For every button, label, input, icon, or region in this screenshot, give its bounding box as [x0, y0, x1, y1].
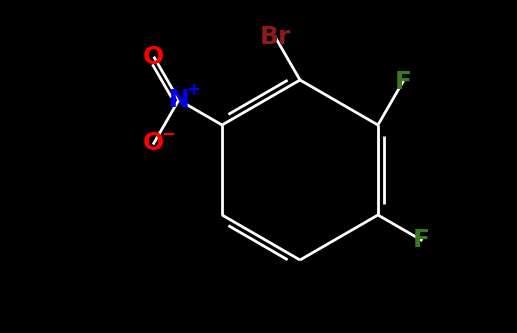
Text: −: − — [161, 124, 175, 142]
Text: +: + — [186, 81, 200, 99]
Text: N: N — [169, 88, 189, 112]
Text: O: O — [143, 131, 164, 155]
Text: Br: Br — [260, 25, 291, 49]
Text: F: F — [413, 228, 430, 252]
Text: F: F — [394, 70, 412, 94]
Text: O: O — [143, 45, 164, 69]
